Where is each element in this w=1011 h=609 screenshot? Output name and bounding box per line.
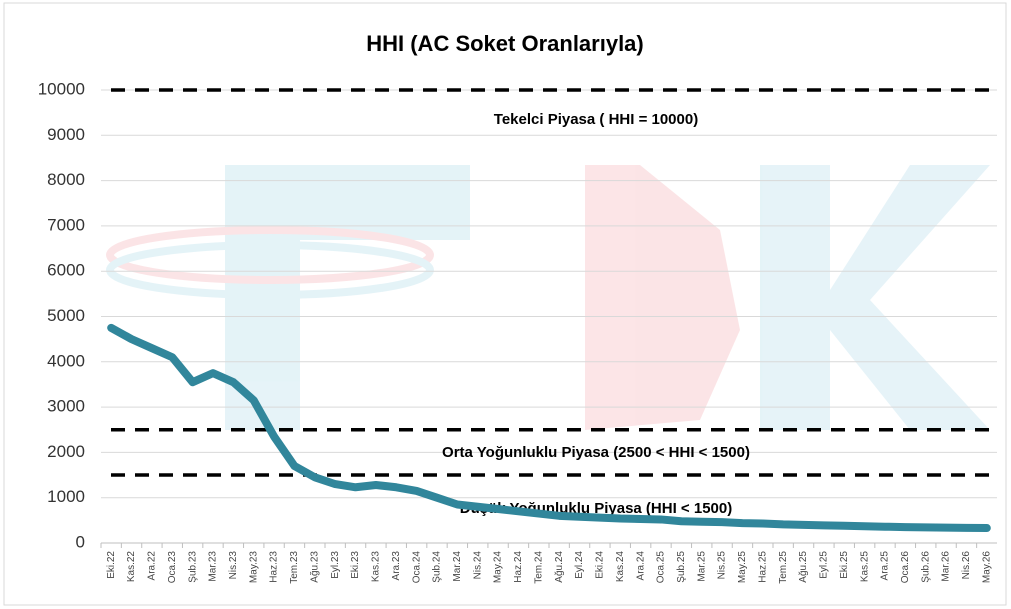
x-tick-label: Ara.23 — [391, 551, 402, 581]
x-tick-label: Oca.26 — [900, 551, 911, 584]
x-tick-label: Haz.24 — [513, 551, 524, 583]
x-tick-label: May.24 — [493, 551, 504, 583]
x-tick-label: May.26 — [981, 551, 992, 583]
chart-title: HHI (AC Soket Oranlarıyla) — [366, 31, 644, 56]
x-tick-label: Nis.25 — [717, 551, 728, 580]
x-tick-label: Nis.23 — [228, 551, 239, 580]
annotation: Orta Yoğunluklu Piyasa (2500 < HHI < 150… — [442, 444, 750, 461]
x-tick-label: Şub.25 — [676, 551, 687, 583]
chart-frame — [3, 2, 1007, 606]
y-tick-label: 2000 — [47, 442, 85, 461]
y-tick-label: 8000 — [47, 170, 85, 189]
watermark — [106, 165, 990, 430]
y-tick-label: 9000 — [47, 125, 85, 144]
y-tick-label: 7000 — [47, 215, 85, 234]
x-tick-label: Haz.23 — [269, 551, 280, 583]
y-tick-label: 5000 — [47, 306, 85, 325]
y-tick-label: 4000 — [47, 351, 85, 370]
annotation: Tekelci Piyasa ( HHI = 10000) — [494, 111, 698, 128]
x-tick-label: Şub.23 — [187, 551, 198, 583]
y-tick-label: 1000 — [47, 487, 85, 506]
data-line — [107, 323, 991, 533]
x-tick-label: May.25 — [737, 551, 748, 583]
x-tick-label: Mar.25 — [696, 551, 707, 582]
x-tick-label: Tem.23 — [289, 551, 300, 584]
x-tick-label: Oca.24 — [411, 551, 422, 584]
x-tick-label: Ara.24 — [635, 551, 646, 581]
x-tick-label: Kas.24 — [615, 551, 626, 583]
x-tick-label: Ağu.23 — [309, 551, 320, 583]
x-tick-label: Mar.26 — [941, 551, 952, 582]
x-tick-label: Ara.22 — [147, 551, 158, 581]
x-tick-label: Şub.24 — [432, 551, 443, 583]
x-tick-label: Nis.26 — [961, 551, 972, 580]
x-tick-label: Tem.24 — [533, 551, 544, 584]
x-tick-label: Kas.25 — [859, 551, 870, 583]
x-tick-label: Oca.25 — [656, 551, 667, 584]
y-tick-label: 0 — [76, 532, 85, 551]
y-tick-label: 3000 — [47, 397, 85, 416]
y-tick-label: 6000 — [47, 261, 85, 280]
x-tick-label: Kas.22 — [126, 551, 137, 583]
x-tick-label: Eyl.23 — [330, 551, 341, 579]
x-tick-label: Eki.22 — [106, 551, 117, 579]
x-tick-label: Eki.24 — [595, 551, 606, 579]
x-tick-label: Oca.23 — [167, 551, 178, 584]
y-tick-label: 10000 — [38, 79, 85, 98]
x-tick-label: Mar.23 — [208, 551, 219, 582]
x-tick-label: Eki.23 — [350, 551, 361, 579]
x-tick-label: Mar.24 — [452, 551, 463, 582]
x-tick-label: Eyl.24 — [574, 551, 585, 579]
x-tick-label: Eki.25 — [839, 551, 850, 579]
x-tick-label: Ağu.24 — [554, 551, 565, 583]
x-tick-label: Ara.25 — [880, 551, 891, 581]
x-tick-label: Şub.26 — [920, 551, 931, 583]
x-tick-label: Tem.25 — [778, 551, 789, 584]
x-tick-label: Kas.23 — [371, 551, 382, 583]
x-tick-label: Eyl.25 — [819, 551, 830, 579]
x-tick-label: Ağu.25 — [798, 551, 809, 583]
x-tick-label: Haz.25 — [757, 551, 768, 583]
x-tick-label: May.23 — [248, 551, 259, 583]
x-tick-label: Nis.24 — [472, 551, 483, 580]
